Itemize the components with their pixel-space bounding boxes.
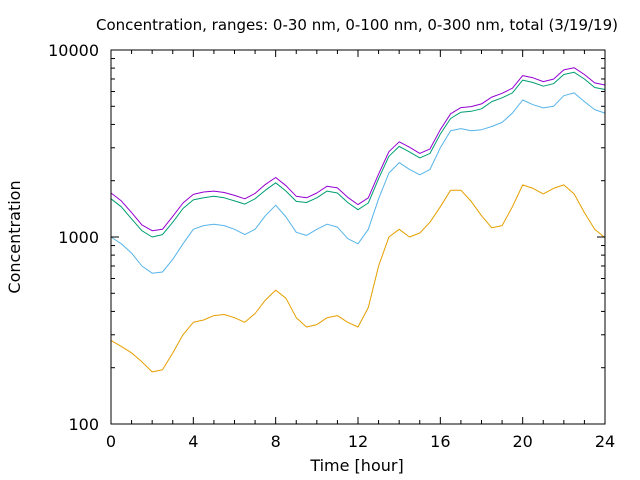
- series-line-1: [110, 184, 606, 373]
- chart-title: Concentration, ranges: 0-30 nm, 0-100 nm…: [96, 16, 618, 34]
- y-tick-label: 10000: [48, 41, 99, 60]
- x-tick-label: 0: [106, 432, 116, 451]
- x-tick-label: 24: [595, 432, 615, 451]
- series-line-2: [110, 92, 606, 274]
- x-tick-label: 12: [348, 432, 368, 451]
- y-tick-label: 1000: [58, 228, 99, 247]
- x-axis: 0 4 8 12 16 20 24: [106, 50, 615, 451]
- x-tick-label: 16: [430, 432, 450, 451]
- x-tick-label: 20: [512, 432, 532, 451]
- x-tick-label: 4: [188, 432, 198, 451]
- series-line-3: [110, 71, 606, 238]
- series-line-4: [110, 67, 606, 232]
- x-tick-label: 8: [271, 432, 281, 451]
- y-axis: 100 1000 10000: [48, 41, 605, 434]
- series-layer: [110, 67, 606, 373]
- plot-frame: [110, 49, 606, 425]
- y-tick-label: 100: [68, 415, 99, 434]
- x-axis-title: Time [hour]: [309, 456, 403, 475]
- y-axis-title: Concentration: [5, 180, 24, 293]
